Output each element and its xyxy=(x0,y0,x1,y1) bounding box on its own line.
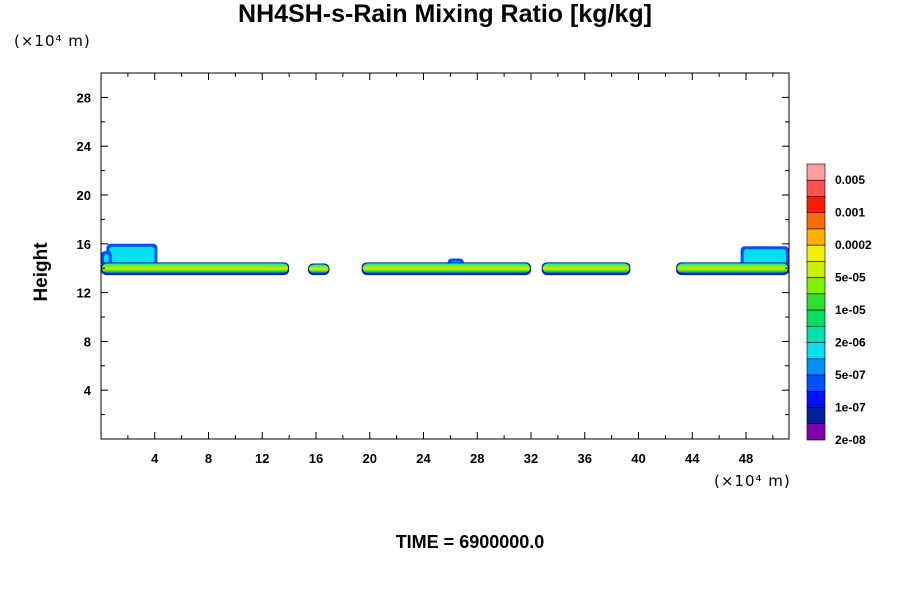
x-tick-label: 32 xyxy=(524,451,538,466)
colorbar-swatch xyxy=(806,342,826,360)
x-tick-label: 28 xyxy=(470,451,484,466)
x-tick-label: 8 xyxy=(205,451,212,466)
colorbar-label: 1e-05 xyxy=(835,303,866,317)
colorbar-swatch xyxy=(806,293,826,311)
chart-title: NH4SH-s-Rain Mixing Ratio [kg/kg] xyxy=(238,0,652,28)
colorbar-swatch xyxy=(806,244,826,262)
colorbar-label: 0.0002 xyxy=(835,238,872,252)
x-tick-label: 40 xyxy=(631,451,645,466)
colorbar-swatch xyxy=(806,163,826,181)
colorbar-swatch xyxy=(806,196,826,214)
plot-frame xyxy=(100,72,790,440)
x-tick-label: 24 xyxy=(416,451,431,466)
layer-segment xyxy=(102,263,289,274)
x-tick-label: 48 xyxy=(739,451,753,466)
y-axis-unit: (×10⁴ m) xyxy=(14,32,91,50)
colorbar-swatch xyxy=(806,407,826,425)
y-axis: 4 8 12 16 20 24 28 xyxy=(77,90,789,416)
colorbar-label: 0.001 xyxy=(835,206,865,220)
y-tick-label: 24 xyxy=(77,139,92,154)
x-tick-label: 44 xyxy=(685,451,700,466)
upper-patch-inner xyxy=(104,254,109,264)
colorbar-swatch xyxy=(806,390,826,408)
contour-field xyxy=(101,243,789,276)
layer-segment xyxy=(542,263,630,274)
layer-segment xyxy=(677,263,788,274)
y-tick-label: 20 xyxy=(77,188,91,203)
colorbar-swatch xyxy=(806,212,826,230)
x-axis-unit: (×10⁴ m) xyxy=(714,472,791,490)
x-tick-label: 12 xyxy=(255,451,269,466)
colorbar-swatch xyxy=(806,179,826,197)
colorbar-swatch xyxy=(806,423,826,441)
layer-segment xyxy=(362,263,530,274)
x-axis: 4 8 12 16 20 24 28 32 36 40 44 48 xyxy=(127,73,774,466)
x-tick-label: 36 xyxy=(578,451,592,466)
upper-patch-inner xyxy=(743,249,786,264)
layer-segment xyxy=(308,264,329,274)
colorbar-swatch xyxy=(806,261,826,278)
colorbar: 0.005 0.001 0.0002 5e-05 1e-05 2e-06 5e-07 1e-0… xyxy=(806,163,872,447)
colorbar-swatch xyxy=(806,358,826,376)
colorbar-swatch xyxy=(806,277,826,295)
y-tick-label: 16 xyxy=(77,237,91,252)
colorbar-label: 5e-05 xyxy=(835,271,866,285)
colorbar-label: 1e-07 xyxy=(835,401,866,415)
y-tick-label: 28 xyxy=(77,90,91,105)
colorbar-label: 0.005 xyxy=(835,173,865,187)
time-label: TIME = 6900000.0 xyxy=(395,532,545,552)
colorbar-swatch xyxy=(806,309,826,327)
x-tick-label: 4 xyxy=(151,451,159,466)
colorbar-swatch xyxy=(806,326,826,343)
y-tick-label: 8 xyxy=(84,334,91,349)
colorbar-label: 2e-08 xyxy=(835,433,866,447)
y-tick-label: 12 xyxy=(77,286,91,301)
colorbar-label: 5e-07 xyxy=(835,368,866,382)
colorbar-label: 2e-06 xyxy=(835,336,866,350)
y-tick-label: 4 xyxy=(84,383,92,398)
upper-patch-inner xyxy=(109,246,155,264)
colorbar-swatch xyxy=(806,374,826,392)
colorbar-swatch xyxy=(806,228,826,246)
x-tick-label: 20 xyxy=(363,451,377,466)
x-tick-label: 16 xyxy=(309,451,323,466)
